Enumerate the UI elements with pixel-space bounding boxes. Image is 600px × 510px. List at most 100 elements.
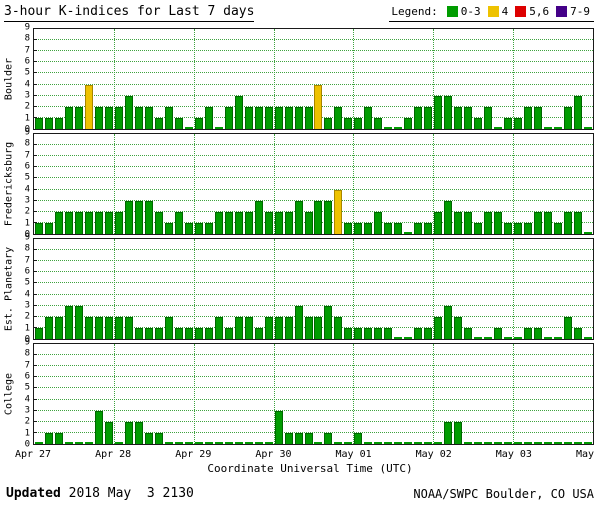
x-tick-label: Apr 30: [255, 449, 292, 460]
k-bar: [94, 211, 103, 234]
x-tick-label: May 01: [335, 449, 372, 460]
kindex-panel-est-planetary: Est. Planetary 0 1 2 3 4 5 6 7 8 9: [2, 233, 598, 344]
k-bar: [224, 211, 233, 234]
k-bar: [284, 316, 293, 339]
k-bar: [344, 222, 353, 234]
k-bar: [374, 211, 383, 234]
k-bar: [434, 316, 443, 339]
k-bar: [244, 442, 253, 444]
k-bar: [384, 127, 393, 129]
k-bar: [344, 327, 353, 339]
k-bar: [144, 200, 153, 234]
k-bar: [54, 117, 63, 129]
day-gridline: [113, 134, 115, 234]
legend-swatch: [515, 6, 527, 17]
legend-item-label: 0-3: [460, 5, 481, 18]
y-tick-mark: [34, 144, 37, 146]
y-tick-label: 2: [24, 206, 30, 217]
day-gridline: [193, 29, 195, 129]
y-tick-mark: [34, 83, 37, 85]
k-bar: [564, 442, 573, 444]
k-bar: [474, 117, 483, 129]
kindex-panel-boulder: Boulder 0 1 2 3 4 5 6 7 8 9: [2, 23, 598, 134]
k-bar: [44, 222, 53, 234]
k-bar: [294, 200, 303, 234]
y-tick-label: 2: [24, 416, 30, 427]
h-gridline: [34, 105, 593, 107]
y-tick-label: 4: [24, 79, 30, 90]
k-bar: [354, 327, 363, 339]
y-tick-mark: [34, 398, 37, 400]
k-bar: [534, 211, 543, 234]
day-gridline: [193, 344, 195, 444]
kindex-panel-college: College 0 1 2 3 4 5 6 7 8 9: [2, 338, 598, 449]
y-tick-label: 3: [24, 195, 30, 206]
y-tick-mark: [34, 188, 37, 190]
y-tick-mark: [34, 199, 37, 201]
y-tick-mark: [34, 282, 37, 284]
k-bar: [84, 442, 93, 444]
k-bar: [214, 442, 223, 444]
legend-item-4: 4: [487, 5, 509, 18]
k-bar: [204, 442, 213, 444]
y-tick-mark: [34, 365, 37, 367]
station-name: Fredericksburg: [3, 141, 14, 227]
k-bar: [444, 200, 453, 234]
y-tick-label: 8: [24, 243, 30, 254]
h-gridline: [34, 271, 593, 273]
k-bar: [314, 442, 323, 444]
k-bar: [584, 442, 592, 444]
k-bar: [444, 421, 453, 444]
y-tick-label: 9: [24, 127, 30, 138]
h-gridline: [34, 155, 593, 157]
k-bar: [534, 106, 543, 129]
chart-title: 3-hour K-indices for Last 7 days: [4, 4, 255, 22]
station-name: Boulder: [3, 57, 14, 101]
k-bar: [264, 211, 273, 234]
h-gridline: [34, 94, 593, 96]
k-bar: [84, 84, 93, 129]
k-bar: [334, 106, 343, 129]
k-bar: [264, 106, 273, 129]
k-bar: [474, 222, 483, 234]
k-bar: [394, 127, 403, 129]
y-tick-label: 6: [24, 371, 30, 382]
h-gridline: [34, 315, 593, 317]
legend-item-label: 4: [501, 5, 509, 18]
k-bar: [534, 442, 543, 444]
k-bar: [394, 337, 403, 339]
y-tick-mark: [34, 61, 37, 63]
y-tick-mark: [34, 376, 37, 378]
h-gridline: [34, 72, 593, 74]
h-gridline: [34, 398, 593, 400]
day-gridline: [353, 134, 355, 234]
panels: Boulder 0 1 2 3 4 5 6 7 8 9 Fredericksburg 0 1 2 3 4 5 6 7 8…: [2, 23, 598, 449]
updated-text: Updated 2018 May 3 2130: [6, 486, 194, 501]
day-gridline: [193, 134, 195, 234]
y-tick-label: 3: [24, 405, 30, 416]
h-gridline: [34, 376, 593, 378]
k-bar: [234, 95, 243, 129]
k-bar: [204, 106, 213, 129]
y-tick-mark: [34, 221, 37, 223]
k-bar: [64, 106, 73, 129]
k-bar: [414, 222, 423, 234]
k-bar: [404, 337, 413, 339]
k-bar: [444, 305, 453, 339]
k-bar: [514, 222, 523, 234]
k-bar: [454, 421, 463, 444]
k-bar: [304, 211, 313, 234]
y-tick-label: 0: [24, 439, 30, 450]
k-bar: [424, 222, 433, 234]
k-bar: [194, 117, 203, 129]
k-bar: [74, 106, 83, 129]
y-tick-label: 4: [24, 184, 30, 195]
k-bar: [274, 106, 283, 129]
k-bar: [34, 442, 43, 444]
k-bar: [414, 442, 423, 444]
day-gridline: [433, 239, 435, 339]
legend-swatch: [487, 6, 499, 17]
k-bar: [124, 95, 133, 129]
k-bar: [354, 222, 363, 234]
